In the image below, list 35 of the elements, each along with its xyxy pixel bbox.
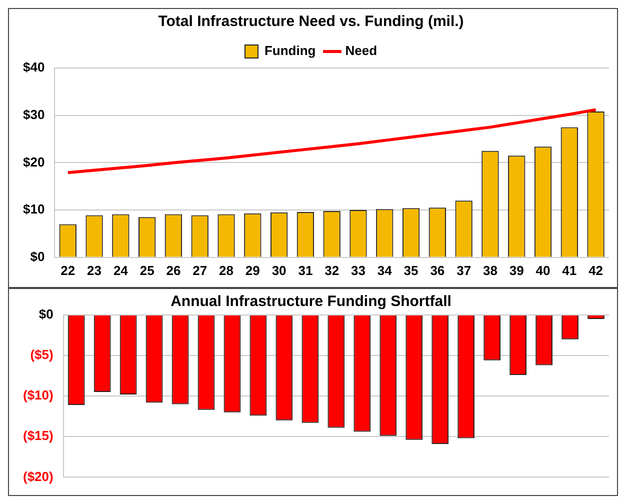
x-tick-label: 22 — [60, 262, 76, 278]
x-tick-label: 41 — [562, 262, 577, 278]
x-tick-label: 35 — [404, 262, 418, 278]
x-tick-label: 40 — [536, 262, 550, 278]
legend-label: Need — [345, 43, 378, 58]
y-tick-label: ($10) — [22, 388, 54, 403]
x-tick-label: 34 — [377, 262, 393, 278]
x-tick-label: 24 — [113, 262, 129, 278]
x-tick-label: 28 — [219, 262, 234, 278]
x-tick-label: 32 — [324, 262, 340, 278]
y-tick-label: $40 — [22, 60, 45, 75]
x-tick-label: 38 — [482, 262, 498, 278]
y-tick-label: $10 — [22, 202, 45, 217]
y-tick-label: $30 — [22, 106, 45, 122]
legend-label: Funding — [264, 43, 316, 58]
x-tick-label: 39 — [509, 262, 524, 278]
chart-title: Total Infrastructure Need vs. Funding (mil.) — [158, 13, 464, 30]
x-tick-label: 23 — [87, 262, 102, 278]
y-tick-label: ($15) — [22, 428, 54, 444]
x-tick-label: 36 — [430, 262, 445, 278]
x-tick-label: 25 — [140, 262, 154, 278]
y-tick-label: ($20) — [22, 468, 54, 484]
x-tick-label: 37 — [456, 262, 472, 278]
y-tick-label: $0 — [38, 306, 54, 322]
x-tick-label: 27 — [192, 262, 208, 278]
chart-title: Annual Infrastructure Funding Shortfall — [170, 293, 452, 310]
x-tick-label: 42 — [588, 262, 604, 278]
x-tick-label: 26 — [166, 262, 181, 278]
x-tick-label: 29 — [245, 262, 260, 278]
x-tick-label: 31 — [298, 262, 313, 278]
y-tick-label: $20 — [22, 154, 45, 170]
x-tick-label: 33 — [351, 262, 366, 278]
y-tick-label: $0 — [30, 248, 45, 264]
y-tick-label: ($5) — [30, 347, 54, 362]
x-tick-label: 30 — [272, 262, 286, 278]
